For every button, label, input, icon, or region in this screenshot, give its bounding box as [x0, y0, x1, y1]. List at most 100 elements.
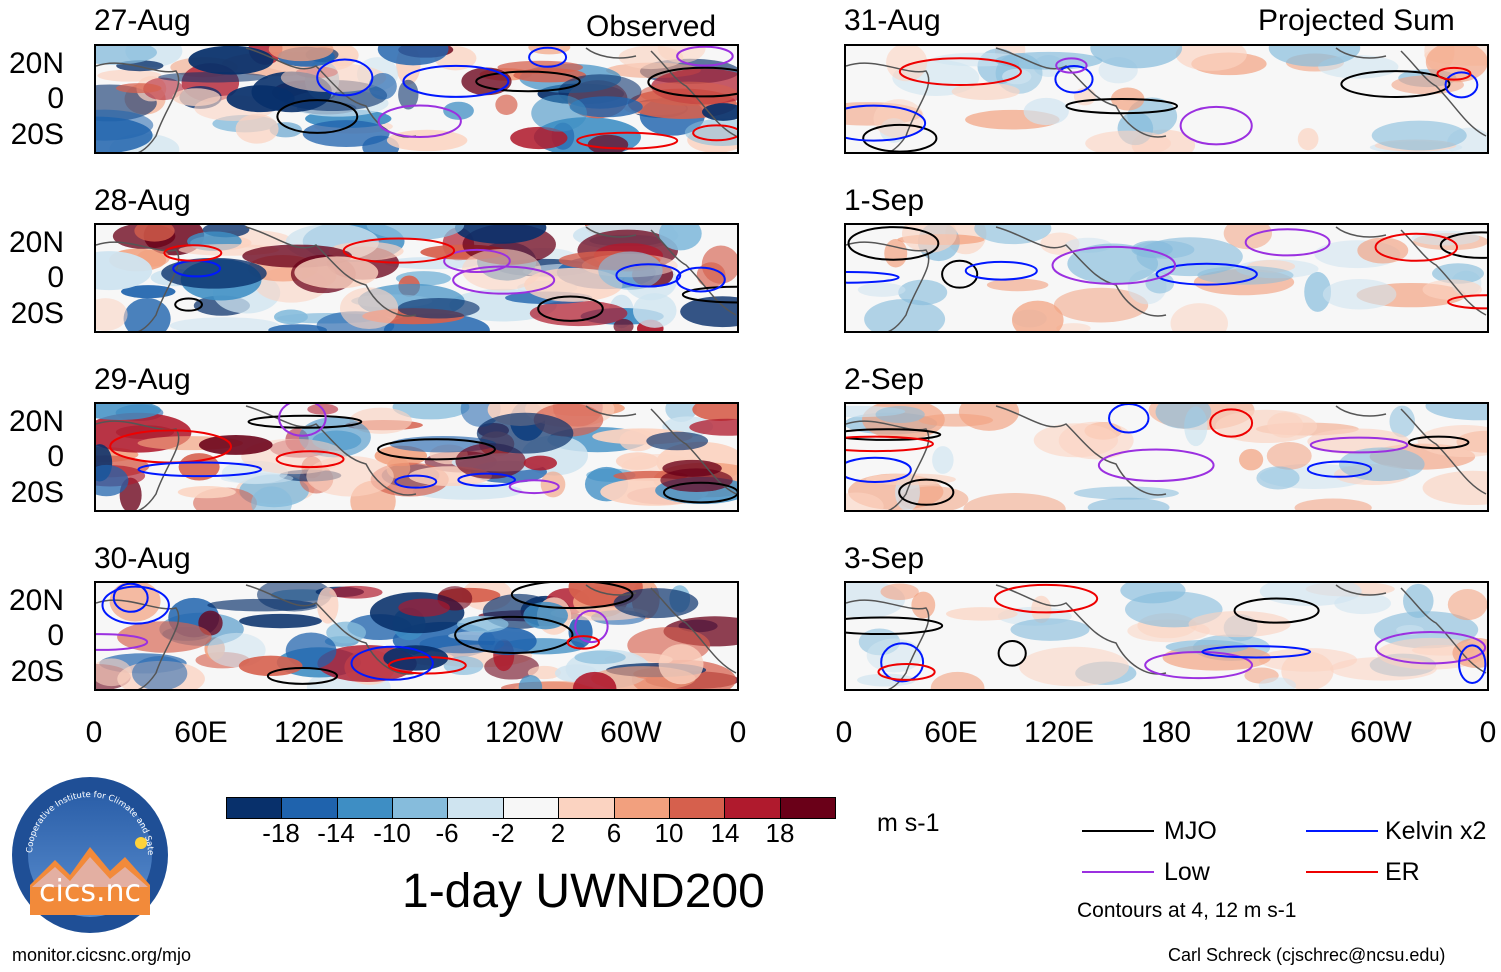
anomaly-blob [1090, 46, 1183, 69]
coastline [1400, 587, 1487, 674]
anomaly-blob [857, 282, 906, 297]
contour-line [1097, 448, 1215, 482]
anomaly-blob [615, 452, 660, 470]
anomaly-blob [875, 406, 925, 424]
anomaly-blob [1322, 279, 1397, 310]
contour-line [615, 263, 682, 288]
anomaly-blob [701, 245, 737, 284]
contour-line [1179, 105, 1253, 146]
contour-line [342, 237, 456, 264]
lat-tick-label: 20S [10, 297, 64, 330]
map-canvas [846, 404, 1487, 510]
anomaly-blob [1256, 466, 1300, 490]
contour-line [964, 260, 1038, 281]
anomaly-blob [1281, 651, 1334, 689]
anomaly-blob [523, 455, 558, 471]
anomaly-blob [169, 317, 280, 331]
anomaly-blob [540, 471, 566, 498]
lat-tick-label: 20S [10, 476, 64, 509]
coastline [1400, 50, 1487, 137]
colorbar [226, 797, 836, 819]
cics-logo: Cooperative Institute for Climate and Sa… [7, 768, 170, 935]
map-panel [94, 402, 739, 512]
anomaly-blob [857, 673, 916, 687]
anomaly-blob [531, 94, 587, 132]
anomaly-blob [1432, 263, 1484, 284]
contour-line [137, 461, 263, 478]
anomaly-blob [397, 297, 480, 319]
anomaly-blob [239, 613, 322, 629]
anomaly-blob [986, 278, 1049, 292]
anomaly-blob [1053, 287, 1149, 323]
contour-line [1155, 262, 1258, 286]
anomaly-blob [865, 473, 956, 486]
anomaly-blob [476, 412, 574, 454]
contour-line [574, 609, 609, 644]
anomaly-blob [911, 591, 936, 619]
anomaly-blob [1023, 97, 1069, 126]
contour-line [1201, 645, 1312, 659]
anomaly-blob [646, 431, 709, 451]
footer-url[interactable]: monitor.cicsnc.org/mjo [12, 945, 192, 965]
anomaly-blob [121, 285, 176, 299]
contour-line [1309, 436, 1409, 454]
contour-line [163, 244, 223, 262]
anomaly-blob [1058, 421, 1134, 460]
lat-tick-label: 0 [47, 619, 64, 652]
coastline [1335, 47, 1387, 59]
lon-tick-label: 0 [1479, 716, 1497, 749]
anomaly-blob [689, 418, 737, 436]
contour-line [96, 633, 149, 651]
contour-line [1306, 460, 1373, 478]
date-label: 1-Sep [844, 184, 925, 217]
contour-line [508, 479, 560, 495]
map-canvas [846, 46, 1487, 152]
anomaly-blob [1294, 498, 1372, 510]
colorbar-cell [614, 798, 670, 818]
anomaly-blob [1012, 300, 1064, 331]
anomaly-blob [461, 67, 512, 96]
anomaly-blob [1010, 618, 1090, 641]
anomaly-blob [134, 225, 175, 242]
anomaly-blob [518, 675, 543, 689]
anomaly-blob [285, 632, 337, 670]
contour-line [846, 435, 934, 453]
anomaly-blob [658, 644, 704, 685]
coastline [585, 47, 637, 59]
anomaly-blob [1330, 657, 1437, 681]
anomaly-blob [1425, 46, 1487, 83]
anomaly-blob [386, 129, 468, 152]
coastline [650, 587, 737, 674]
anomaly-blob [692, 404, 737, 421]
anomaly-blob [238, 655, 303, 677]
anomaly-blob [339, 287, 399, 330]
contour-line [1065, 97, 1179, 115]
lat-tick-label: 20S [10, 655, 64, 688]
contour-line [880, 642, 925, 683]
anomaly-blob [177, 486, 236, 499]
coastline [995, 405, 1167, 496]
legend-line-kelvin [1306, 830, 1378, 832]
contour-line [846, 456, 912, 484]
contour-line [1144, 650, 1254, 680]
contour-line [101, 585, 170, 625]
anomaly-blob [1165, 639, 1249, 654]
contour-line [898, 57, 1022, 87]
colorbar-cell [725, 798, 781, 818]
anomaly-blob [478, 627, 537, 656]
anomaly-blob [658, 225, 702, 251]
anomaly-blob [115, 83, 162, 94]
anomaly-blob [268, 324, 327, 331]
anomaly-blob [1266, 442, 1312, 470]
colorbar-cell [559, 798, 615, 818]
map-panel [844, 581, 1489, 691]
colorbar-tick-label: -2 [491, 818, 515, 848]
anomaly-blob [932, 446, 954, 474]
coastline [1335, 226, 1387, 238]
anomaly-blob [392, 404, 470, 420]
anomaly-blob [1371, 120, 1467, 151]
lon-tick-label: 60E [174, 716, 228, 749]
anomaly-blob [1391, 75, 1464, 95]
anomaly-blob [329, 585, 383, 599]
coastline [1400, 229, 1487, 316]
